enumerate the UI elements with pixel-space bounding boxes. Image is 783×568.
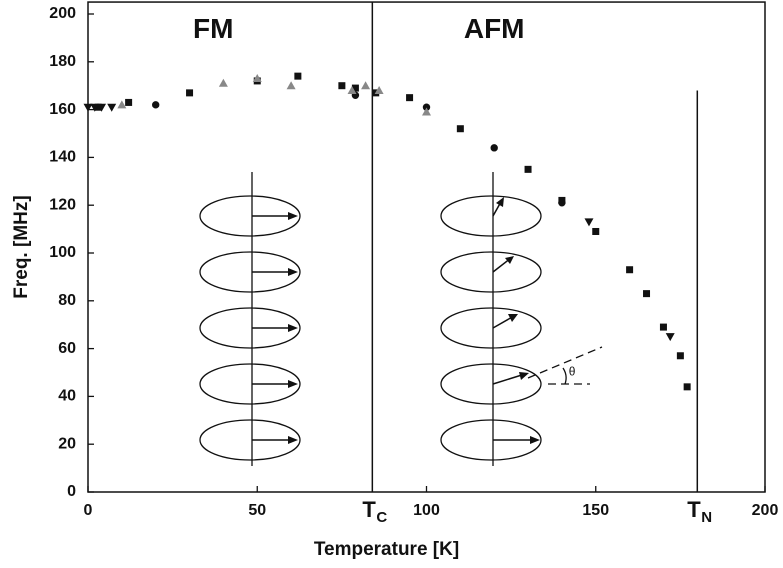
y-tick-label: 180	[49, 53, 76, 70]
point	[186, 89, 194, 97]
x-tick-label: 200	[752, 502, 779, 519]
plot-frame	[87, 1, 766, 493]
y-tick-label: 80	[58, 292, 76, 309]
point	[90, 103, 100, 112]
y-tick-label: 100	[49, 244, 76, 261]
y-tick-label: 0	[67, 483, 76, 500]
annotation: FM	[193, 13, 233, 44]
point	[558, 199, 566, 207]
x-tick-label: 100	[413, 502, 440, 519]
point	[117, 100, 127, 109]
point	[422, 107, 431, 116]
point	[422, 103, 431, 111]
point	[626, 266, 634, 274]
point	[94, 103, 102, 111]
point	[665, 333, 675, 342]
point	[351, 84, 359, 92]
point	[659, 323, 667, 331]
y-tick-label: 20	[58, 435, 76, 452]
y-tick-label: 200	[49, 5, 76, 22]
point	[347, 85, 357, 94]
y-tick-label: 40	[58, 388, 76, 405]
point	[125, 98, 133, 106]
point	[107, 103, 117, 112]
y-tick-label: 60	[58, 340, 76, 357]
spin-diagrams	[199, 172, 603, 466]
annotation: θ	[569, 365, 576, 379]
point	[524, 165, 532, 173]
x-tick-label: 50	[248, 502, 266, 519]
transition-subscript: C	[376, 509, 387, 526]
point	[286, 81, 296, 90]
x-tick-label: 0	[84, 502, 93, 519]
point	[218, 78, 228, 87]
point	[252, 74, 262, 83]
point	[490, 144, 498, 152]
y-tick-label: 160	[49, 101, 76, 118]
point	[683, 383, 691, 391]
point	[374, 85, 384, 94]
y-axis-title: Freq. [MHz]	[11, 195, 32, 298]
point	[152, 101, 160, 109]
point	[592, 227, 600, 235]
transition-label: T	[362, 497, 376, 522]
transition-subscript: N	[701, 509, 712, 526]
point	[83, 103, 93, 112]
annotation: AFM	[464, 13, 525, 44]
point	[584, 218, 594, 227]
x-axis-title: Temperature [K]	[314, 539, 459, 560]
x-tick-label: 150	[582, 502, 609, 519]
y-tick-label: 120	[49, 196, 76, 213]
transition-label: T	[687, 497, 701, 522]
point	[294, 72, 302, 80]
point	[676, 352, 684, 360]
point	[643, 290, 651, 298]
point	[361, 81, 371, 90]
point	[97, 103, 107, 112]
point	[456, 125, 464, 133]
y-tick-label: 140	[49, 149, 76, 166]
point	[338, 82, 346, 90]
point	[406, 94, 414, 102]
